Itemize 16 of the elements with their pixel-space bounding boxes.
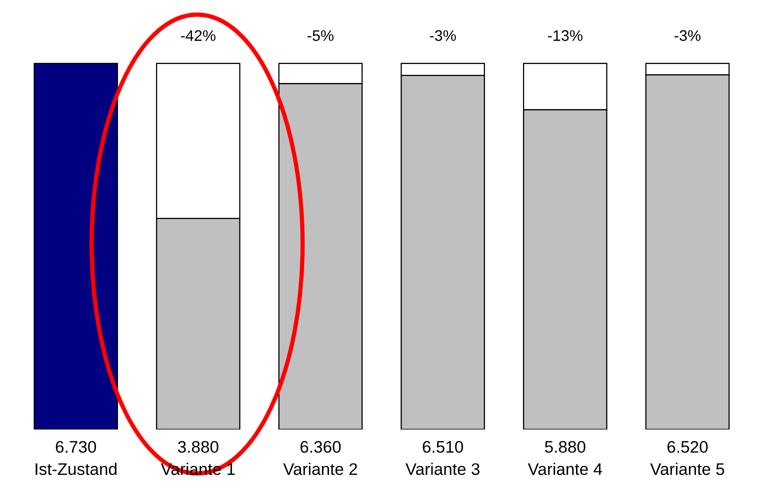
x-tick-label: Variante 4	[528, 462, 602, 476]
data-label: 3.880	[178, 440, 218, 453]
annotation: -13%	[548, 30, 582, 41]
annotation: -3%	[674, 30, 701, 41]
annotation: -42%	[181, 30, 216, 41]
annotation: -3%	[430, 30, 456, 41]
data-label: 6.730	[56, 440, 96, 453]
x-tick-label: Ist-Zustand	[36, 462, 116, 476]
x-tick-label: Variante 3	[406, 462, 480, 476]
x-tick-label: Variante 2	[283, 462, 358, 476]
data-label: 6.510	[422, 440, 464, 453]
annotation: -5%	[308, 30, 334, 41]
data-label: 6.520	[667, 440, 708, 453]
x-tick-label: Variante 5	[650, 462, 724, 476]
data-label: 6.360	[300, 440, 341, 453]
data-label: 5.880	[544, 440, 586, 453]
